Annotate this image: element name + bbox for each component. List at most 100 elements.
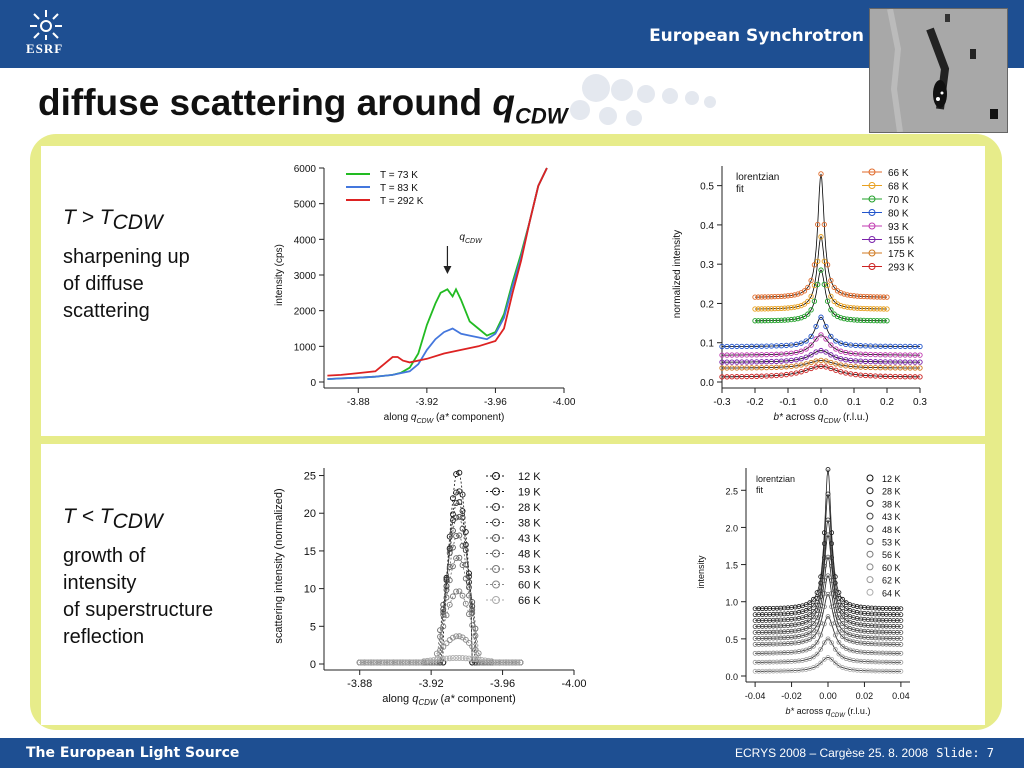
data-point — [729, 374, 735, 380]
data-point — [864, 317, 870, 324]
data-point — [430, 657, 437, 664]
data-point — [443, 586, 450, 593]
legend-label: 43 K — [882, 512, 901, 522]
data-point — [862, 364, 869, 370]
data-point — [874, 318, 880, 324]
data-point — [417, 659, 424, 666]
legend-label: 12 K — [518, 471, 541, 483]
data-point — [917, 343, 923, 350]
data-point — [453, 489, 460, 496]
legend-label: 53 K — [518, 564, 541, 576]
data-point — [825, 591, 831, 597]
data-point — [841, 291, 847, 297]
data-point — [446, 655, 453, 662]
data-point — [788, 304, 794, 311]
data-point — [871, 294, 877, 300]
data-point — [446, 549, 453, 556]
fit-curve — [755, 556, 901, 633]
x-tick-label: 0.02 — [856, 691, 874, 701]
data-point — [852, 342, 859, 349]
data-point — [729, 343, 735, 350]
data-point — [768, 364, 775, 371]
data-point — [456, 513, 463, 520]
data-point — [478, 657, 485, 664]
legend-marker — [492, 549, 500, 558]
x-tick-label: -0.3 — [713, 397, 731, 408]
data-point — [902, 359, 908, 365]
data-point — [765, 317, 771, 324]
data-point — [867, 306, 874, 312]
fit-note: lorentzian — [736, 172, 779, 183]
data-point — [840, 634, 845, 640]
data-point — [798, 340, 804, 346]
data-point — [832, 594, 838, 600]
data-point — [852, 358, 859, 364]
y-axis-label: intensity — [696, 555, 706, 589]
data-point — [821, 258, 827, 264]
data-point — [818, 267, 824, 273]
legend-marker — [492, 518, 500, 527]
data-point — [791, 304, 798, 310]
data-point — [388, 659, 395, 666]
legend-label: 155 K — [888, 236, 914, 247]
data-point — [907, 352, 913, 358]
x-axis-label: along qCDW (a* component) — [382, 693, 516, 707]
data-point — [824, 262, 831, 268]
legend-label: 19 K — [518, 487, 541, 499]
data-point — [440, 611, 447, 618]
data-point — [803, 338, 809, 344]
data-point — [887, 352, 893, 358]
data-point — [392, 659, 399, 666]
data-point — [818, 646, 824, 652]
data-point — [758, 306, 765, 312]
data-point — [456, 469, 463, 476]
y-tick-label: 1.0 — [725, 598, 738, 608]
data-point — [813, 349, 819, 355]
data-point — [818, 363, 824, 369]
data-point — [851, 305, 857, 311]
data-point — [898, 659, 904, 665]
data-point — [803, 608, 809, 613]
data-point — [778, 293, 785, 299]
data-point — [862, 351, 869, 357]
data-point — [744, 352, 750, 358]
data-point — [811, 665, 816, 670]
x-tick-label: -4.00 — [561, 678, 586, 690]
x-tick-label: -0.02 — [781, 691, 802, 701]
data-point — [466, 655, 472, 662]
legend-marker — [866, 563, 874, 571]
data-point — [803, 361, 809, 367]
series-line — [359, 500, 521, 663]
data-point — [398, 659, 405, 666]
data-point — [775, 305, 781, 312]
fit-curve — [755, 173, 887, 298]
data-point — [828, 307, 834, 313]
data-point — [898, 630, 904, 635]
data-point — [724, 343, 730, 350]
legend-marker — [866, 550, 874, 558]
data-point — [912, 365, 918, 371]
data-point — [466, 640, 472, 646]
data-point — [437, 647, 444, 654]
data-point — [844, 316, 851, 322]
data-point — [763, 364, 770, 371]
data-point — [768, 317, 775, 324]
data-point — [808, 365, 814, 372]
x-tick-label: -4.00 — [553, 397, 576, 408]
data-point — [719, 359, 725, 365]
y-tick-label: 1000 — [294, 342, 317, 353]
legend-label: 68 K — [888, 182, 909, 193]
data-point — [459, 655, 466, 662]
data-point — [763, 351, 770, 358]
data-point — [783, 364, 790, 370]
data-point — [902, 343, 908, 350]
data-point — [857, 351, 864, 357]
data-point — [379, 659, 386, 666]
data-point — [829, 621, 835, 627]
data-point — [752, 306, 758, 312]
data-point — [813, 323, 819, 330]
data-point — [867, 317, 874, 324]
data-point — [768, 306, 775, 312]
data-point — [755, 294, 761, 300]
data-point — [843, 370, 849, 376]
